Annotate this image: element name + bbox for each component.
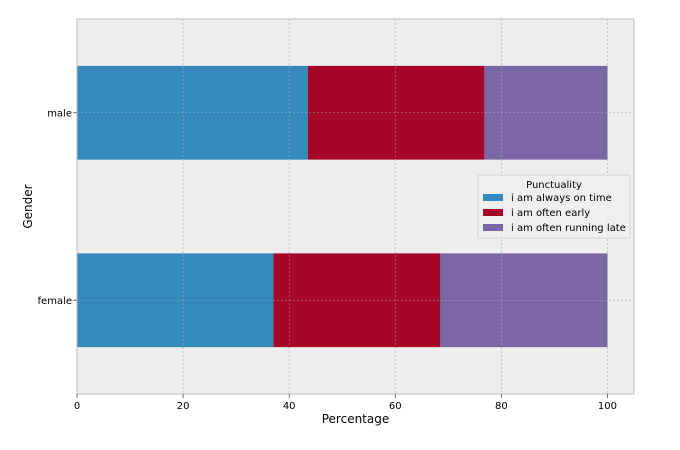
legend: Punctuality i am always on time i am ofte… bbox=[477, 174, 631, 239]
x-tick-label: 80 bbox=[495, 401, 508, 412]
legend-entry-2: i am often running late bbox=[511, 223, 626, 234]
bar-female-series-2 bbox=[440, 253, 608, 348]
legend-swatch-2 bbox=[483, 224, 503, 231]
legend-box bbox=[477, 174, 631, 239]
y-tick-label-female: female bbox=[38, 296, 72, 307]
axes-frame bbox=[76, 18, 635, 395]
legend-swatch-0 bbox=[483, 194, 503, 201]
x-tick-label: 20 bbox=[177, 401, 190, 412]
y-axis-label: Gender bbox=[21, 184, 35, 228]
axes: 0 20 40 60 80 100 female male bbox=[38, 18, 635, 412]
legend-title: Punctuality bbox=[526, 180, 582, 191]
y-tick-label-male: male bbox=[47, 108, 72, 119]
legend-entry-1: i am often early bbox=[511, 208, 590, 219]
x-tick-label: 0 bbox=[74, 401, 80, 412]
legend-swatch-1 bbox=[483, 209, 503, 216]
bars bbox=[76, 19, 634, 394]
x-tick-label: 60 bbox=[389, 401, 402, 412]
x-tick-label: 40 bbox=[283, 401, 296, 412]
x-tick-label: 100 bbox=[598, 401, 617, 412]
legend-entry-0: i am always on time bbox=[511, 193, 612, 204]
x-axis-label: Percentage bbox=[322, 412, 390, 426]
